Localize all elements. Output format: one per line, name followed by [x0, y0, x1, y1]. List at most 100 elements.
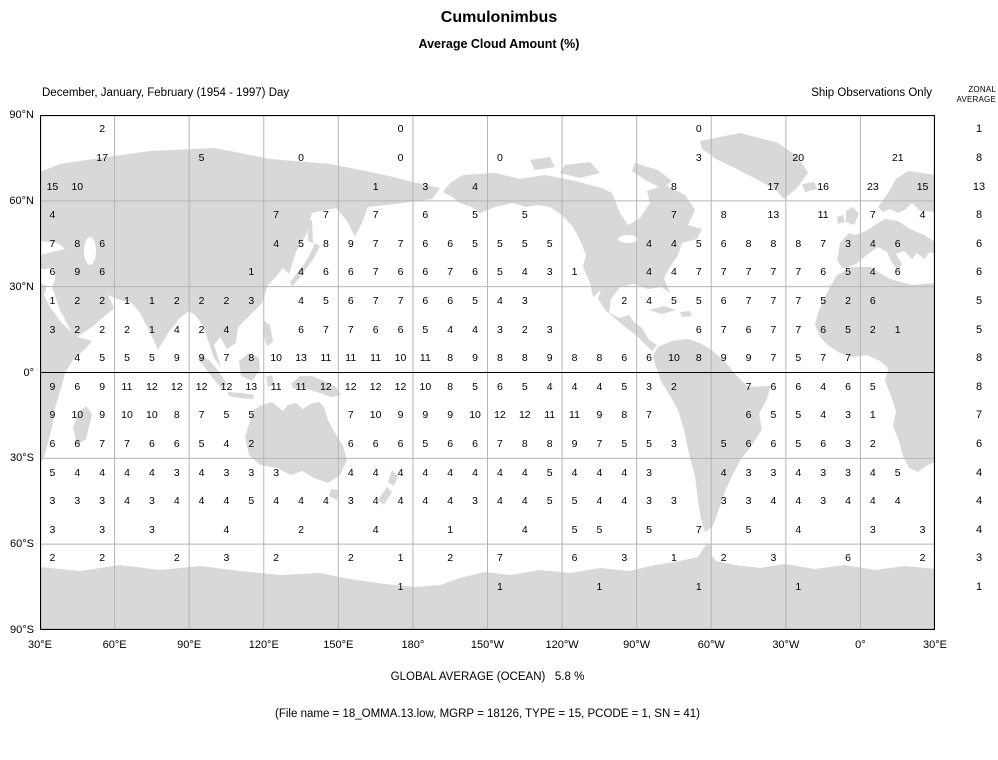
grid-value: 4	[99, 466, 106, 479]
grid-value: 4	[770, 495, 777, 508]
grid-value: 2	[74, 294, 81, 307]
land-sulawesi	[266, 375, 274, 387]
grid-value: 6	[720, 237, 727, 250]
grid-value: 5	[198, 438, 205, 451]
grid-value: 8	[671, 180, 677, 193]
grid-value: 5	[422, 323, 429, 336]
grid-value: 10	[419, 380, 432, 393]
grid-value: 3	[720, 495, 727, 508]
grid-value: 9	[397, 409, 404, 422]
grid-value: 6	[745, 438, 752, 451]
grid-value: 5	[521, 209, 528, 222]
land-sakhalin	[308, 220, 313, 243]
grid-value: 8	[546, 438, 553, 451]
grid-value: 13	[295, 352, 307, 365]
grid-value: 8	[720, 209, 727, 222]
grid-value: 4	[223, 523, 230, 536]
grid-value: 4	[198, 495, 205, 508]
grid-value: 3	[869, 523, 876, 536]
zonal-average-value: 1	[975, 123, 983, 136]
grid-value: 6	[397, 323, 404, 336]
page-subtitle: Average Cloud Amount (%)	[418, 37, 580, 51]
grid-value: 0	[397, 123, 404, 136]
grid-value: 7	[347, 409, 354, 422]
grid-value: 6	[99, 266, 106, 279]
grid-value: 6	[99, 237, 106, 250]
grid-value: 5	[546, 237, 553, 250]
grid-value: 1	[671, 552, 677, 565]
grid-value: 12	[394, 380, 407, 393]
grid-value: 3	[845, 438, 851, 451]
grid-value: 1	[148, 294, 155, 307]
grid-value: 5	[621, 438, 628, 451]
grid-value: 12	[170, 380, 183, 393]
grid-value: 4	[223, 495, 230, 508]
data-source-label: Ship Observations Only	[811, 87, 932, 99]
grid-value: 3	[422, 180, 429, 193]
global-average-label: GLOBAL AVERAGE (OCEAN) 5.8 %	[390, 671, 585, 683]
grid-value: 5	[621, 380, 628, 393]
grid-value: 3	[695, 151, 702, 164]
grid-value: 7	[447, 266, 454, 279]
grid-value: 12	[518, 409, 531, 422]
grid-value: 7	[795, 294, 802, 307]
grid-value: 6	[894, 237, 901, 250]
grid-value: 10	[71, 180, 84, 193]
grid-value: 4	[571, 466, 578, 479]
caspian-sea	[84, 237, 96, 265]
grid-value: 4	[646, 237, 653, 250]
x-axis-label: 90°W	[623, 639, 651, 651]
x-axis-label: 0°	[855, 639, 866, 651]
grid-value: 7	[99, 438, 106, 451]
grid-value: 17	[767, 180, 780, 193]
y-axis-label: 90°S	[10, 624, 34, 636]
zonal-average-value: 6	[975, 237, 983, 250]
grid-value: 3	[49, 323, 56, 336]
grid-value: 7	[497, 552, 503, 565]
grid-value: 6	[422, 294, 429, 307]
grid-value: 2	[720, 552, 727, 565]
grid-value: 6	[720, 294, 727, 307]
grid-value: 4	[124, 466, 130, 479]
grid-value: 5	[695, 294, 702, 307]
grid-value: 5	[646, 438, 653, 451]
grid-value: 4	[397, 495, 404, 508]
land-europe-west	[837, 219, 935, 271]
grid-value: 7	[596, 438, 603, 451]
land-new-zealand-north	[388, 470, 398, 486]
grid-value: 6	[322, 266, 329, 279]
grid-value: 3	[671, 438, 677, 451]
grid-value: 1	[795, 581, 802, 594]
grid-value: 9	[99, 380, 106, 393]
grid-value: 15	[46, 180, 59, 193]
grid-value: 7	[372, 237, 379, 250]
grid-value: 8	[571, 352, 578, 365]
grid-value: 4	[894, 495, 901, 508]
land-australia	[245, 402, 347, 483]
grid-value: 5	[521, 380, 528, 393]
grid-value: 8	[770, 237, 777, 250]
grid-value: 5	[124, 352, 130, 365]
grid-value: 5	[99, 352, 106, 365]
grid-value: 3	[671, 495, 677, 508]
grid-value: 6	[820, 323, 827, 336]
grid-value: 2	[99, 123, 106, 136]
grid-value: 3	[248, 294, 255, 307]
y-axis-label: 30°N	[9, 280, 34, 293]
grid-value: 6	[74, 380, 81, 393]
grid-value: 4	[546, 380, 553, 393]
grid-value: 4	[372, 523, 379, 536]
x-axis-label: 150°W	[470, 639, 505, 651]
grid-value: 4	[869, 237, 876, 250]
grid-value: 9	[198, 352, 205, 365]
grid-value: 7	[770, 266, 777, 279]
zonal-average-value: 1	[975, 581, 983, 594]
grid-value: 3	[148, 495, 155, 508]
grid-value: 6	[571, 552, 578, 565]
grid-value: 10	[146, 409, 158, 422]
grid-value: 4	[124, 495, 130, 508]
land-tasmania	[329, 489, 339, 500]
grid-value: 5	[770, 409, 777, 422]
grid-value: 7	[124, 438, 130, 451]
grid-value: 4	[372, 495, 379, 508]
